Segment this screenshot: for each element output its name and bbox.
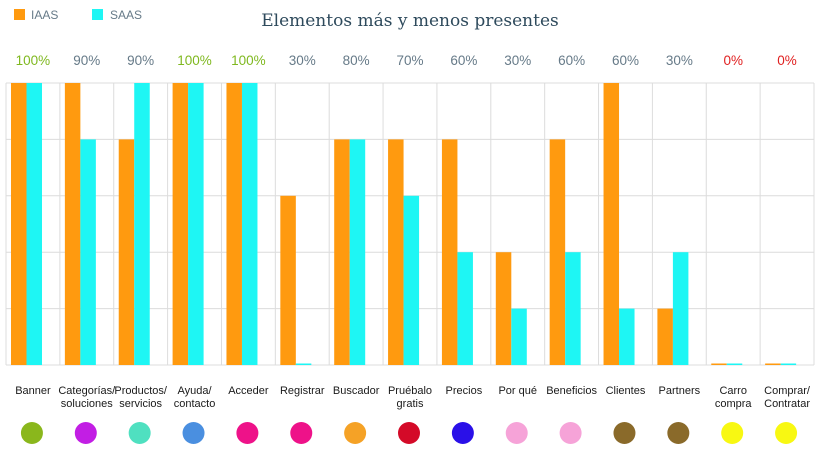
bar-iaas-13	[711, 363, 727, 365]
legend: IAAS SAAS	[14, 8, 142, 22]
category-dot-0	[20, 422, 43, 444]
bar-iaas-1	[64, 83, 81, 365]
bars	[11, 83, 797, 365]
category-dot-11	[613, 422, 636, 444]
category-dots	[20, 422, 798, 444]
total-label-13: 0%	[723, 53, 743, 68]
bar-saas-8	[457, 252, 473, 365]
bar-saas-7	[403, 195, 420, 365]
bar-saas-10	[565, 252, 581, 365]
bar-iaas-9	[495, 252, 512, 365]
category-dot-12	[667, 422, 690, 444]
category-dot-1	[74, 422, 97, 444]
bar-iaas-3	[172, 83, 189, 365]
total-label-10: 60%	[558, 53, 585, 68]
bar-saas-14	[780, 363, 797, 365]
bar-iaas-11	[603, 83, 620, 365]
bar-saas-12	[672, 252, 689, 365]
bar-iaas-4	[226, 83, 242, 365]
category-dot-7	[398, 422, 420, 444]
category-label-14: Comprar/Contratar	[764, 385, 811, 410]
category-dot-6	[344, 422, 367, 444]
bar-iaas-8	[441, 139, 458, 365]
category-label-13: Carro compra	[715, 385, 753, 410]
category-labels: Banner Categorías/solucionesProductos/ser…	[15, 385, 811, 410]
total-label-3: 100%	[177, 53, 212, 68]
total-label-0: 100%	[16, 53, 51, 68]
bar-iaas-5	[280, 195, 296, 365]
total-label-12: 30%	[666, 53, 693, 68]
bar-iaas-7	[388, 139, 404, 365]
total-label-4: 100%	[231, 53, 266, 68]
legend-swatch-saas	[92, 9, 103, 20]
total-label-11: 60%	[612, 53, 639, 68]
bar-saas-3	[188, 83, 204, 365]
totals: 100% 90% 90% 100% 100% 30% 80% 70% 60% 30% 60% 60% 3…	[16, 53, 797, 68]
category-label-7: Pruébalo gratis	[388, 385, 432, 410]
chart-title: Elementos más y menos presentes	[261, 11, 559, 31]
total-label-6: 80%	[343, 53, 370, 68]
category-label-6: Buscador	[333, 385, 380, 397]
category-dot-2	[128, 422, 151, 444]
category-label-9: Por qué	[498, 385, 537, 397]
category-dot-10	[559, 422, 582, 444]
category-dot-9	[505, 422, 528, 444]
total-label-8: 60%	[450, 53, 477, 68]
bar-iaas-10	[549, 139, 566, 365]
category-dot-8	[451, 422, 474, 444]
category-dot-13	[721, 422, 744, 444]
category-label-5: Registrar	[280, 385, 325, 397]
bar-saas-4	[241, 83, 258, 365]
total-label-14: 0%	[777, 53, 797, 68]
total-label-1: 90%	[73, 53, 100, 68]
category-label-3: Ayuda/contacto	[174, 385, 216, 410]
category-label-2: Productos/servicios	[114, 385, 168, 410]
category-label-11: Clientes	[606, 385, 646, 397]
bar-saas-0	[26, 83, 42, 365]
total-label-7: 70%	[396, 53, 423, 68]
category-label-4: Acceder	[228, 385, 269, 397]
bar-saas-2	[134, 83, 150, 365]
bar-iaas-0	[11, 83, 27, 365]
category-dot-4	[236, 422, 259, 444]
total-label-2: 90%	[127, 53, 154, 68]
category-dot-14	[775, 422, 798, 444]
category-label-12: Partners	[659, 385, 701, 397]
legend-label-iaas: IAAS	[31, 8, 58, 22]
category-label-8: Precios	[446, 385, 483, 397]
legend-swatch-iaas	[14, 9, 25, 20]
bar-saas-5	[295, 363, 312, 365]
bar-iaas-14	[765, 363, 781, 365]
category-label-1: Categorías/soluciones	[58, 385, 116, 410]
bar-iaas-6	[334, 139, 350, 365]
total-label-5: 30%	[289, 53, 316, 68]
bar-saas-6	[349, 139, 366, 365]
bar-iaas-2	[118, 139, 135, 365]
category-label-0: Banner	[15, 385, 51, 397]
bar-saas-11	[619, 308, 635, 365]
category-label-10: Beneficios	[546, 385, 597, 397]
category-dot-5	[290, 422, 313, 444]
category-dot-3	[182, 422, 205, 444]
total-label-9: 30%	[504, 53, 531, 68]
bar-saas-9	[511, 308, 527, 365]
bar-saas-13	[726, 363, 743, 365]
bar-iaas-12	[657, 308, 673, 365]
legend-label-saas: SAAS	[110, 8, 142, 22]
bar-saas-1	[80, 139, 96, 365]
